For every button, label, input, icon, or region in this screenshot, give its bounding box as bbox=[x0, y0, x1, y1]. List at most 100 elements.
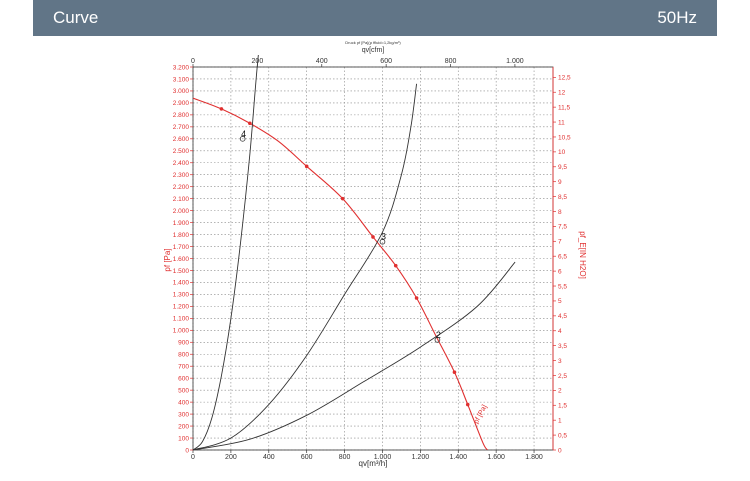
y-tick-label: 800 bbox=[178, 352, 189, 359]
y-tick-label: 600 bbox=[178, 375, 189, 382]
y-right-tick-label: 4,5 bbox=[558, 313, 567, 320]
y-right-tick-label: 11,5 bbox=[558, 104, 571, 111]
x-top-tick-label: 600 bbox=[380, 58, 392, 65]
y-tick-label: 1.200 bbox=[173, 304, 190, 311]
pressure-curve-marker bbox=[248, 121, 252, 126]
x-tick-label: 1.400 bbox=[449, 454, 467, 461]
y-tick-label: 300 bbox=[178, 411, 189, 418]
y-right-tick-label: 9,5 bbox=[558, 164, 567, 171]
y-right-tick-label: 1,5 bbox=[558, 403, 567, 410]
pressure-curve-label: pf [Pa] bbox=[473, 404, 489, 425]
y-tick-label: 1.300 bbox=[173, 292, 190, 299]
x-top-tick-label: 200 bbox=[252, 58, 264, 65]
system-curve-3 bbox=[193, 261, 516, 450]
x-tick-label: 1.000 bbox=[374, 454, 392, 461]
y-tick-label: 2.500 bbox=[173, 148, 190, 155]
y-tick-label: 100 bbox=[178, 435, 189, 442]
y-tick-label: 2.300 bbox=[173, 172, 190, 179]
y-tick-label: 2.800 bbox=[173, 112, 190, 119]
y-right-tick-label: 0 bbox=[558, 447, 562, 454]
y-tick-label: 2.000 bbox=[173, 208, 190, 215]
y-tick-label: 3.100 bbox=[173, 76, 190, 83]
y-axis-label: pf [Pa] bbox=[163, 248, 172, 271]
system-curve-2 bbox=[193, 83, 418, 450]
pressure-curve-marker bbox=[219, 107, 224, 111]
operating-point-label: 2 bbox=[436, 330, 441, 340]
pressure-curve-marker bbox=[304, 164, 309, 169]
page-title: Curve bbox=[53, 8, 99, 27]
pressure-curve-marker bbox=[465, 402, 470, 407]
x-axis-label-top: qv[cfm] bbox=[362, 47, 385, 54]
y-tick-label: 0 bbox=[185, 447, 189, 454]
y-right-tick-label: 3,5 bbox=[558, 343, 567, 350]
header-bar: Curve 50Hz bbox=[33, 0, 717, 36]
frequency-label: 50Hz bbox=[657, 8, 697, 27]
y-right-tick-label: 12 bbox=[558, 90, 566, 97]
pressure-curve-marker bbox=[371, 235, 375, 239]
x-top-tick-label: 1.000 bbox=[506, 58, 524, 65]
y-right-tick-label: 12,5 bbox=[558, 75, 571, 82]
pressure-curve-marker bbox=[414, 296, 419, 300]
x-tick-label: 400 bbox=[263, 454, 275, 461]
y-right-tick-label: 3 bbox=[558, 358, 562, 365]
x-tick-label: 800 bbox=[339, 454, 351, 461]
x-tick-label: 1.800 bbox=[525, 454, 543, 461]
y-right-tick-label: 6,5 bbox=[558, 254, 567, 261]
pressure-curve-marker bbox=[393, 263, 398, 268]
axes-layer bbox=[190, 64, 556, 453]
y-right-tick-label: 8 bbox=[558, 209, 562, 216]
operating-point-marker bbox=[239, 136, 246, 142]
operating-point-marker bbox=[434, 337, 441, 343]
y-tick-label: 900 bbox=[178, 340, 189, 347]
series-layer bbox=[193, 55, 516, 450]
y-right-tick-label: 10,5 bbox=[558, 134, 571, 141]
fan-curve-chart-area: 0 200 400 600 800 1.000 1.200 1.400 1.600 1.800 0 2… bbox=[0, 36, 750, 476]
y-tick-label: 200 bbox=[178, 423, 189, 430]
y-right-tick-label: 7,5 bbox=[558, 224, 567, 231]
y-tick-label: 1.000 bbox=[173, 328, 190, 335]
x-top-tick-label: 0 bbox=[191, 58, 195, 65]
pressure-curve-marker bbox=[340, 196, 345, 201]
operating-point-label: 3 bbox=[381, 232, 386, 242]
y-tick-label: 1.600 bbox=[173, 256, 190, 263]
y-right-tick-label: 2,5 bbox=[558, 373, 567, 380]
y-right-tick-label: 7 bbox=[558, 239, 562, 246]
x-top-tick-label: 800 bbox=[445, 58, 457, 65]
y-tick-label: 2.900 bbox=[173, 100, 190, 107]
y-tick-label: 1.700 bbox=[173, 244, 190, 251]
y-right-tick-label: 5,5 bbox=[558, 283, 567, 290]
y-axis-label-right: pf_E[IN H2O] bbox=[578, 231, 587, 279]
y-right-tick-label: 10 bbox=[558, 149, 566, 156]
y-tick-label: 3.200 bbox=[173, 64, 190, 71]
y-tick-label: 1.800 bbox=[173, 232, 190, 239]
x-tick-label: 1.600 bbox=[487, 454, 505, 461]
y-tick-label: 500 bbox=[178, 387, 189, 394]
y-tick-label: 2.400 bbox=[173, 160, 190, 167]
y-tick-label: 700 bbox=[178, 364, 189, 371]
y-right-tick-label: 11 bbox=[558, 119, 565, 126]
y-tick-label: 1.100 bbox=[173, 316, 190, 323]
y-right-tick-label: 5 bbox=[558, 298, 562, 305]
y-right-tick-label: 1 bbox=[558, 417, 562, 424]
x-tick-label: 1.200 bbox=[412, 454, 430, 461]
x-tick-label: 200 bbox=[225, 454, 237, 461]
y-right-tick-label: 8,5 bbox=[558, 194, 567, 201]
operating-point-marker bbox=[379, 238, 386, 245]
y-right-tick-label: 9 bbox=[558, 179, 562, 186]
system-curve-1 bbox=[193, 55, 259, 450]
y-tick-label: 400 bbox=[178, 399, 189, 406]
x-axis-label: qv[m³/h] bbox=[359, 459, 388, 468]
y-tick-label: 2.700 bbox=[173, 124, 190, 131]
y-right-tick-label: 2 bbox=[558, 388, 562, 395]
y-tick-label: 2.100 bbox=[173, 196, 190, 203]
y-tick-label: 1.500 bbox=[173, 268, 190, 275]
y-right-tick-label: 6 bbox=[558, 268, 562, 275]
y-right-tick-label: 4 bbox=[558, 328, 562, 335]
x-tick-label: 0 bbox=[191, 454, 195, 461]
y-tick-label: 2.600 bbox=[173, 136, 190, 143]
y-right-tick-label: 0,5 bbox=[558, 432, 567, 439]
operating-point-label: 4 bbox=[241, 129, 246, 139]
y-tick-label: 1.400 bbox=[173, 280, 190, 287]
